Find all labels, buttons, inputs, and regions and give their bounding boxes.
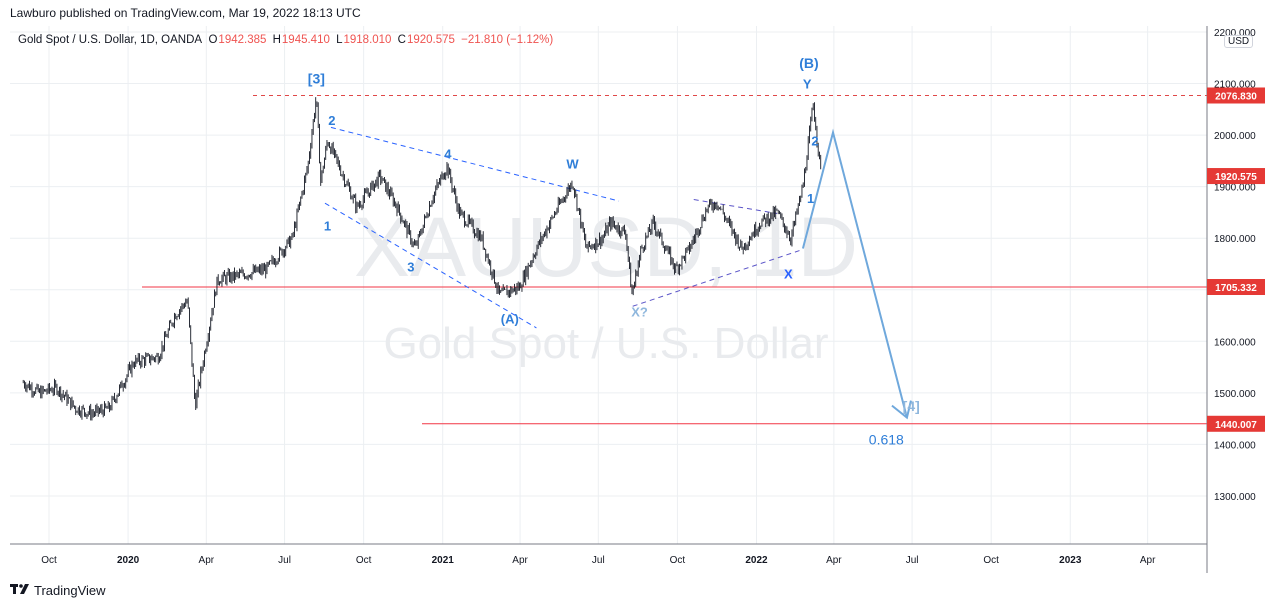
wave-label: 3 bbox=[407, 260, 414, 275]
wave-label: 1 bbox=[807, 191, 814, 206]
publisher-line: Lawburo published on TradingView.com, Ma… bbox=[10, 6, 361, 20]
lower-trendline bbox=[324, 202, 537, 329]
price-label-box bbox=[1207, 279, 1265, 296]
open-label: O bbox=[208, 34, 218, 46]
watermark-name: Gold Spot / U.S. Dollar bbox=[383, 319, 828, 368]
x-tick-label: Jul bbox=[592, 555, 605, 566]
wave-labels: [3] 1 2 3 4 (A) W X? X 1 2 Y (B) [4] 0.618 bbox=[308, 55, 920, 447]
low-label: L bbox=[336, 34, 343, 46]
price-label-text: 2076.830 bbox=[1215, 91, 1257, 102]
y-tick-label: 1600.000 bbox=[1214, 337, 1256, 348]
x-tick-label: Oct bbox=[356, 555, 372, 566]
y-tick-label: 2100.000 bbox=[1214, 80, 1256, 91]
tradingview-logo[interactable]: TradingView bbox=[10, 583, 106, 598]
x-tick-label: Jul bbox=[278, 555, 291, 566]
price-label-box bbox=[1207, 87, 1265, 104]
x-tick-label: Apr bbox=[199, 555, 215, 566]
wave-label: W bbox=[566, 157, 579, 172]
change-value: −21.810 (−1.12%) bbox=[461, 34, 554, 46]
wave-label: X? bbox=[631, 305, 648, 320]
close-label: C bbox=[397, 34, 406, 46]
high-value: 1945.410 bbox=[281, 34, 330, 46]
x-tick-label: Apr bbox=[826, 555, 842, 566]
x-tick-label: Jul bbox=[906, 555, 919, 566]
projection-path bbox=[801, 128, 908, 418]
y-tick-label: 1800.000 bbox=[1214, 234, 1256, 245]
close-value: 1920.575 bbox=[406, 34, 455, 46]
x-tick-label: 2023 bbox=[1059, 555, 1082, 566]
x-tick-label: 2021 bbox=[432, 555, 455, 566]
x-tick-label: Oct bbox=[983, 555, 999, 566]
x-tick-label: Oct bbox=[41, 555, 57, 566]
price-label-box bbox=[1207, 415, 1265, 432]
y-tick-label: 2200.000 bbox=[1214, 28, 1256, 39]
wave-label: 1 bbox=[324, 218, 331, 233]
wave-label: X bbox=[784, 266, 793, 281]
wave-lines bbox=[801, 128, 912, 420]
wave-label: (B) bbox=[799, 55, 818, 71]
price-label-text: 1440.007 bbox=[1215, 420, 1257, 431]
y-tick-label: 1300.000 bbox=[1214, 492, 1256, 503]
tradingview-logo-text: TradingView bbox=[34, 583, 106, 598]
x-tick-label: Oct bbox=[670, 555, 686, 566]
wave-label: 2 bbox=[328, 113, 335, 128]
high-label: H bbox=[272, 34, 281, 46]
open-value: 1942.385 bbox=[218, 34, 267, 46]
y-tick-label: 1500.000 bbox=[1214, 389, 1256, 400]
purple-lower-trendline bbox=[632, 250, 800, 307]
tradingview-logo-icon bbox=[10, 583, 30, 598]
wave-label: 2 bbox=[811, 133, 818, 148]
grid bbox=[10, 26, 1207, 544]
x-tick-label: 2022 bbox=[745, 555, 768, 566]
symbol-title: Gold Spot / U.S. Dollar, 1D, OANDA bbox=[18, 34, 203, 46]
y-tick-label: 1900.000 bbox=[1214, 183, 1256, 194]
wave-label: [3] bbox=[308, 71, 325, 87]
x-tick-label: Apr bbox=[1140, 555, 1156, 566]
low-value: 1918.010 bbox=[343, 34, 392, 46]
candles bbox=[22, 97, 822, 421]
axes: 2200.000 2100.000 2000.000 1900.000 1800.000… bbox=[10, 26, 1265, 573]
price-label-text: 1920.575 bbox=[1215, 172, 1257, 183]
projection-arrowhead bbox=[891, 400, 912, 420]
wave-label: 0.618 bbox=[869, 431, 904, 447]
y-tick-label: 1400.000 bbox=[1214, 440, 1256, 451]
wave-label: [4] bbox=[903, 398, 920, 414]
x-tick-label: 2020 bbox=[117, 555, 140, 566]
price-label-text: 1705.332 bbox=[1215, 283, 1257, 294]
x-tick-label: Apr bbox=[512, 555, 528, 566]
currency-badge[interactable]: USD bbox=[1224, 35, 1254, 48]
price-label-box bbox=[1207, 168, 1265, 185]
wave-label: (A) bbox=[501, 311, 519, 326]
wave-label: 4 bbox=[444, 146, 452, 161]
wave-label: Y bbox=[803, 77, 812, 92]
horizontal-lines bbox=[142, 94, 1207, 425]
symbol-legend: Gold Spot / U.S. Dollar, 1D, OANDA O1942… bbox=[18, 34, 553, 46]
y-tick-label: 2000.000 bbox=[1214, 131, 1256, 142]
